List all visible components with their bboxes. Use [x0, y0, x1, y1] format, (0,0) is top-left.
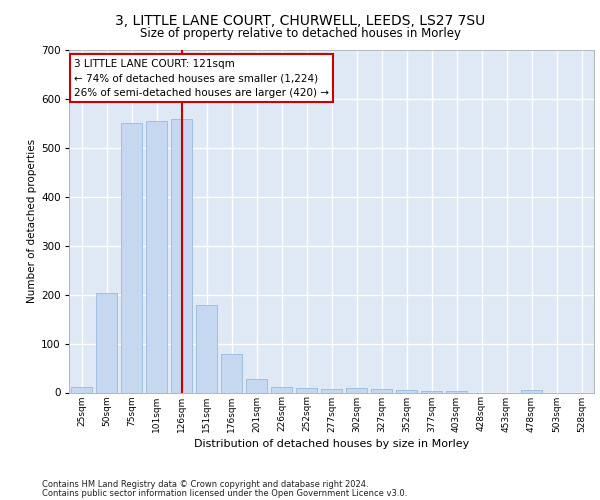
- Bar: [521, 390, 542, 392]
- X-axis label: Distribution of detached houses by size in Morley: Distribution of detached houses by size …: [194, 438, 469, 448]
- Text: Contains HM Land Registry data © Crown copyright and database right 2024.: Contains HM Land Registry data © Crown c…: [42, 480, 368, 489]
- Bar: [421, 391, 442, 392]
- Text: Size of property relative to detached houses in Morley: Size of property relative to detached ho…: [139, 28, 461, 40]
- Bar: [221, 354, 242, 393]
- Bar: [196, 306, 217, 392]
- Bar: [321, 388, 342, 392]
- Y-axis label: Number of detached properties: Number of detached properties: [27, 139, 37, 304]
- Bar: [371, 388, 392, 392]
- Bar: [296, 388, 317, 392]
- Text: 3 LITTLE LANE COURT: 121sqm
← 74% of detached houses are smaller (1,224)
26% of : 3 LITTLE LANE COURT: 121sqm ← 74% of det…: [74, 58, 329, 98]
- Bar: [396, 390, 417, 392]
- Text: 3, LITTLE LANE COURT, CHURWELL, LEEDS, LS27 7SU: 3, LITTLE LANE COURT, CHURWELL, LEEDS, L…: [115, 14, 485, 28]
- Bar: [346, 388, 367, 392]
- Bar: [271, 386, 292, 392]
- Bar: [171, 119, 192, 392]
- Bar: [146, 122, 167, 392]
- Text: Contains public sector information licensed under the Open Government Licence v3: Contains public sector information licen…: [42, 489, 407, 498]
- Bar: [71, 386, 92, 392]
- Bar: [96, 292, 117, 392]
- Bar: [446, 391, 467, 392]
- Bar: [121, 123, 142, 392]
- Bar: [246, 379, 267, 392]
